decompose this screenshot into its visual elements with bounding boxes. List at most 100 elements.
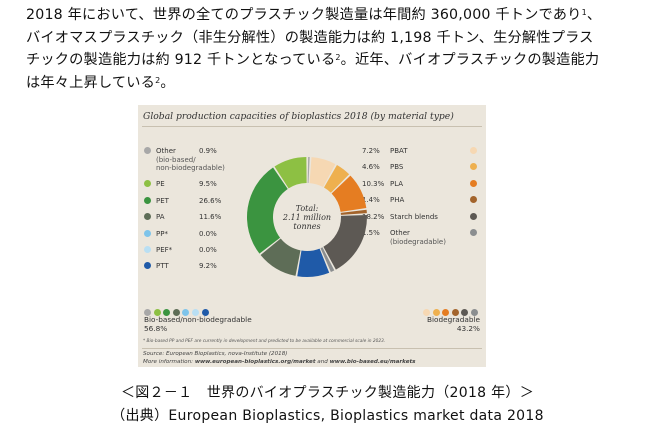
bio-based-dot-0 xyxy=(144,309,151,316)
paragraph-line-4: は年々上昇している2。 xyxy=(26,74,175,91)
figure-source-caption: （出典）European Bioplastics, Bioplastics ma… xyxy=(111,408,544,424)
legend-swatch-pla xyxy=(470,179,477,187)
legend-percent: 1.4% xyxy=(362,196,380,205)
biodegradable-dot-5 xyxy=(470,309,478,316)
biodegradable-dot-1 xyxy=(432,309,440,316)
legend-percent: 0.0% xyxy=(199,229,217,238)
legend-percent: 0.9% xyxy=(199,147,217,155)
center-total-label: Total: xyxy=(295,204,319,213)
legend-label: PBAT xyxy=(390,147,408,155)
legend-swatch-ptt xyxy=(144,262,151,270)
source-divider xyxy=(142,348,482,349)
biodegradable-group-pct: 43.2% xyxy=(456,324,480,333)
legend-percent: 4.6% xyxy=(362,163,380,172)
center-total-value: 2.11 million xyxy=(282,213,332,222)
legend-label: PTT xyxy=(156,262,169,271)
legend-left: Other 0.9% (bio-based/non-biodegradable) PE… xyxy=(144,147,254,271)
slice-pla xyxy=(331,175,367,212)
paragraph-line-3: チックの製造能力は約 912 千トンとなっている2。近年、バイオプラスチックの製… xyxy=(26,52,600,68)
legend-percent: 9.5% xyxy=(199,180,217,189)
slice-pet xyxy=(247,167,288,254)
legend-label: PLA xyxy=(390,179,404,188)
legend-right: PBAT 7.2% PBS 4.6% PLA 10.3% PHA 1.4% Starch ble… xyxy=(362,147,482,267)
figure-source: Source: European Bioplastics, nova-Insti… xyxy=(143,351,416,366)
bio-based-dot-3 xyxy=(172,309,180,316)
intro-paragraph: 2018 年において、世界の全てのプラスチック製造量は年間約 360,000 千… xyxy=(26,4,646,94)
legend-percent: 0.0% xyxy=(199,246,217,254)
biodegradable-dot-2 xyxy=(442,309,450,316)
legend-percent: 9.2% xyxy=(199,262,217,271)
figure-footnote: * Bio-based PP and PEF are currently in … xyxy=(143,339,386,344)
legend-swatch-pe xyxy=(144,180,151,188)
legend-swatch-pha xyxy=(470,196,477,204)
bio-based-dot-6 xyxy=(201,309,209,316)
slice-ptt xyxy=(297,248,330,277)
legend-label: PEF* xyxy=(156,246,173,254)
footnote-ref-3: 2 xyxy=(155,75,161,85)
bio-based-color-dots xyxy=(144,301,211,316)
source-link-bio-based: www.bio-based.eu/markets xyxy=(329,358,416,365)
slice-pha xyxy=(340,209,367,215)
paragraph-line-2: バイオマスプラスチック（非生分解性）の製造能力は約 1,198 千トン、生分解性… xyxy=(26,29,594,46)
source-line-1: Source: European Bioplastics, nova-Insti… xyxy=(143,351,288,357)
footnote-ref-2: 2 xyxy=(335,53,341,62)
legend-percent: 7.2% xyxy=(362,147,380,155)
biodegradable-dot-0 xyxy=(423,309,430,316)
slice-pa xyxy=(260,238,301,276)
legend-swatch-pbat xyxy=(470,147,477,154)
bio-based-dot-4 xyxy=(182,309,190,316)
legend-percent: 10.3% xyxy=(362,179,385,188)
legend-label: Starch blends xyxy=(390,212,438,221)
legend-note: (bio-based/ xyxy=(156,155,196,164)
footnote-ref-1: 1 xyxy=(581,8,587,17)
slice-pbs xyxy=(323,165,350,193)
legend-label: PE xyxy=(156,180,165,189)
biodegradable-color-dots xyxy=(423,301,481,316)
legend-swatch-starch-blends xyxy=(470,212,477,220)
legend-percent: 26.6% xyxy=(199,196,222,205)
source-line-2: More information: www.european-bioplasti… xyxy=(143,358,416,365)
donut-chart xyxy=(247,157,367,277)
bio-based-group-label: Bio-based/non-biodegradable 56.8% xyxy=(144,315,252,333)
legend-note: (biodegradable) xyxy=(390,237,446,246)
center-total-unit: tonnes xyxy=(293,222,321,231)
source-link-european-bioplastics: www.european-bioplastics.org/market xyxy=(194,358,316,365)
donut-center-label: Total: 2.11 million tonnes xyxy=(277,204,337,231)
legend-percent: 1.5% xyxy=(362,229,380,237)
legend-label: PET xyxy=(156,196,169,205)
bio-based-group-pct: 56.8% xyxy=(144,324,168,333)
legend-swatch-pp xyxy=(144,229,151,237)
legend-label: PBS xyxy=(390,163,404,172)
legend-percent: 18.2% xyxy=(362,212,385,221)
legend-note: non-biodegradable) xyxy=(156,164,225,172)
legend-label: Other xyxy=(156,147,176,155)
legend-percent: 11.6% xyxy=(199,213,222,222)
slice-other-biodegradable xyxy=(320,247,335,273)
figure-caption: ＜図２－１ 世界のバイオプラスチック製造能力（2018 年）＞ xyxy=(120,385,535,401)
figure-title: Global production capacities of bioplast… xyxy=(143,111,454,122)
bio-based-dot-2 xyxy=(163,309,171,316)
slice-pe xyxy=(274,157,307,189)
donut-hole xyxy=(274,184,340,250)
bio-based-dot-5 xyxy=(191,309,199,316)
biodegradable-dot-3 xyxy=(451,309,459,316)
paragraph-line-1: 2018 年において、世界の全てのプラスチック製造量は年間約 360,000 千… xyxy=(26,7,602,23)
legend-swatch-other xyxy=(470,229,477,236)
bioplastics-figure: Global production capacities of bioplast… xyxy=(138,105,486,367)
legend-label: Other xyxy=(390,229,410,237)
legend-swatch-pef xyxy=(144,246,151,253)
legend-swatch-pa xyxy=(144,213,151,221)
bio-based-dot-1 xyxy=(153,309,161,316)
slice-other-bio-based-non-biodegradable xyxy=(307,157,310,184)
legend-label: PA xyxy=(156,213,165,222)
slice-pbat xyxy=(309,157,336,188)
biodegradable-dot-4 xyxy=(461,309,469,316)
biodegradable-group-label: Biodegradable 43.2% xyxy=(427,315,480,333)
legend-label: PP* xyxy=(156,229,168,238)
legend-swatch-other xyxy=(144,147,151,154)
legend-label: PHA xyxy=(390,196,405,205)
legend-swatch-pet xyxy=(144,196,151,204)
slice-starch-blends xyxy=(323,214,367,270)
title-divider xyxy=(142,126,482,127)
legend-swatch-pbs xyxy=(470,163,477,171)
